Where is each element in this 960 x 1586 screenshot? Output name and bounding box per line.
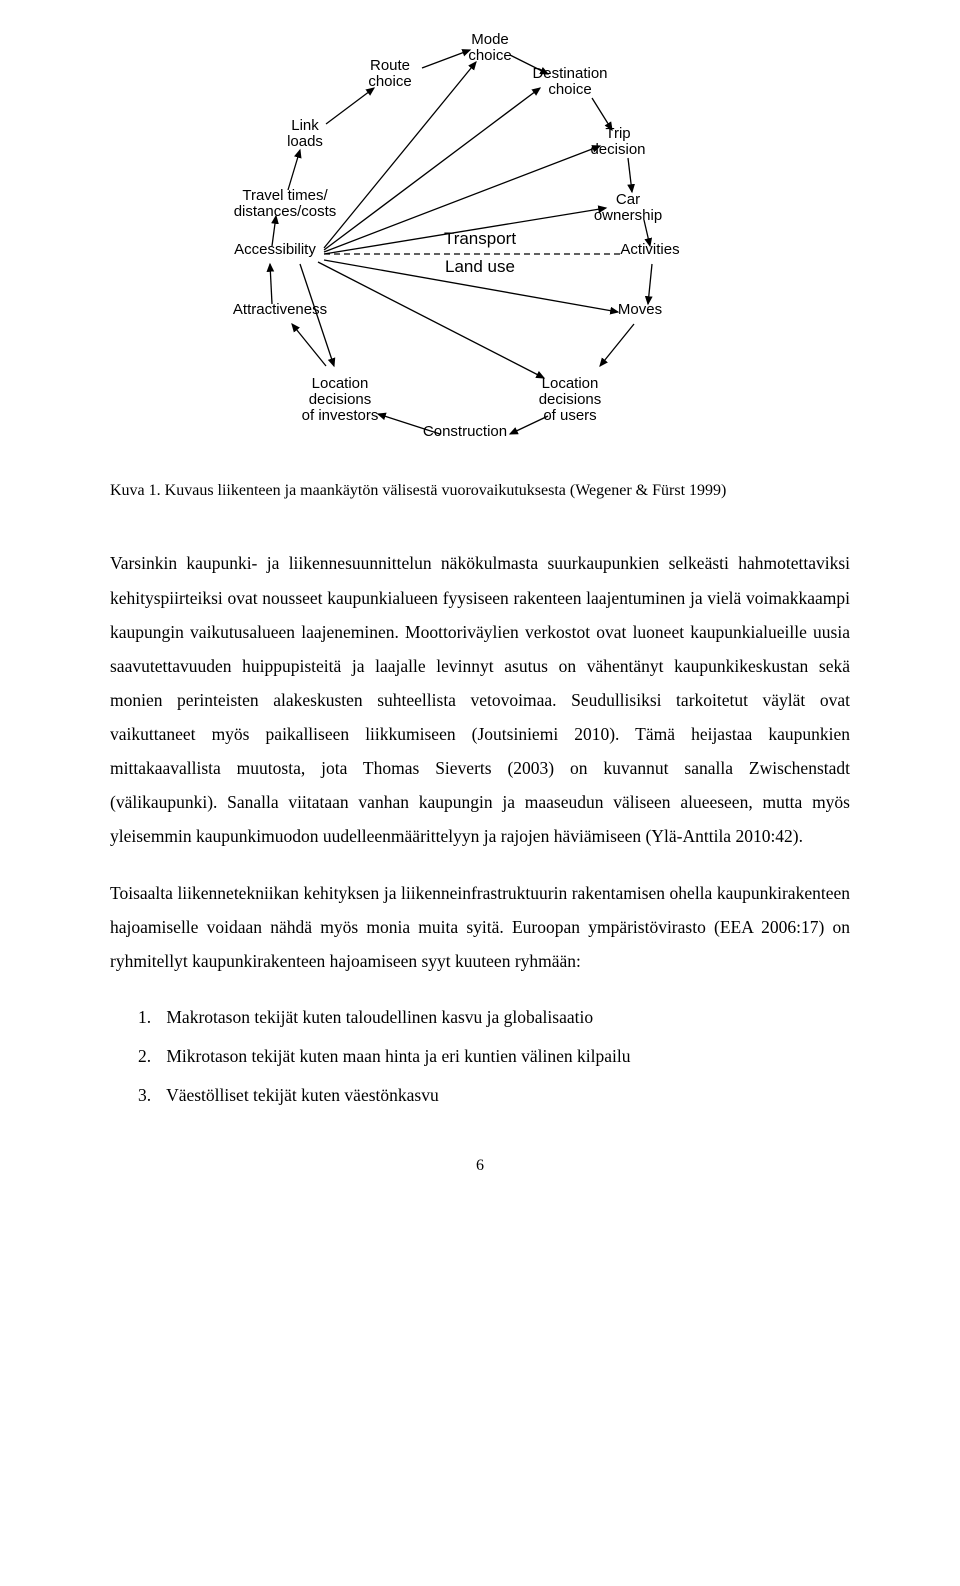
diagram-node-accessibility: Accessibility [234,241,316,258]
page-container: Modechoice Routechoice Destinationchoice Li… [0,0,960,1215]
diagram-node-loc_users: Locationdecisionsof users [539,375,602,424]
diagram-edge [600,324,634,366]
diagram-node-mode_choice: Modechoice [468,31,511,64]
diagram-node-link_loads: Linkloads [287,117,323,150]
page-number: 6 [110,1157,850,1175]
list-item: 3. Väestölliset tekijät kuten väestönkas… [138,1078,850,1113]
list-num: 2. [138,1039,162,1074]
diagram-node-route_choice: Routechoice [368,57,411,90]
reasons-list: 1. Makrotason tekijät kuten taloudelline… [138,1000,850,1113]
diagram-node-travel_times: Travel times/distances/costs [234,187,337,220]
diagram-node-construction: Construction [423,423,507,440]
diagram-node-loc_investors: Locationdecisionsof investors [302,375,379,424]
diagram-edge [628,158,632,192]
diagram-edge [326,88,374,124]
list-text: Väestölliset tekijät kuten väestönkasvu [166,1085,439,1105]
transport-landuse-diagram: Modechoice Routechoice Destinationchoice Li… [200,20,760,460]
diagram-edge [510,416,548,434]
list-num: 3. [138,1078,162,1113]
diagram-node-destination_choice: Destinationchoice [532,65,607,98]
diagram-edge [292,324,326,366]
list-text: Mikrotason tekijät kuten maan hinta ja e… [166,1046,630,1066]
diagram-node-moves: Moves [618,301,662,318]
diagram-node-activities: Activities [620,241,679,258]
diagram-edge [422,50,470,68]
list-item: 1. Makrotason tekijät kuten taloudelline… [138,1000,850,1035]
figure-caption: Kuva 1. Kuvaus liikenteen ja maankäytön … [110,480,850,502]
diagram-node-attractiveness: Attractiveness [233,301,327,318]
list-item: 2. Mikrotason tekijät kuten maan hinta j… [138,1039,850,1074]
list-text: Makrotason tekijät kuten taloudellinen k… [166,1007,593,1027]
diagram-edge [270,264,272,304]
diagram-node-trip_decision: Tripdecision [590,125,645,158]
paragraph-2: Toisaalta liikennetekniikan kehityksen j… [110,876,850,978]
paragraph-1: Varsinkin kaupunki- ja liikennesuunnitte… [110,546,850,853]
diagram-edge [288,150,300,190]
center-label-landuse: Land use [445,257,515,276]
diagram-edge [324,88,540,250]
list-num: 1. [138,1000,162,1035]
diagram-node-car_ownership: Carownership [594,191,662,224]
center-label-transport: Transport [444,229,516,248]
diagram-edge [648,264,652,304]
